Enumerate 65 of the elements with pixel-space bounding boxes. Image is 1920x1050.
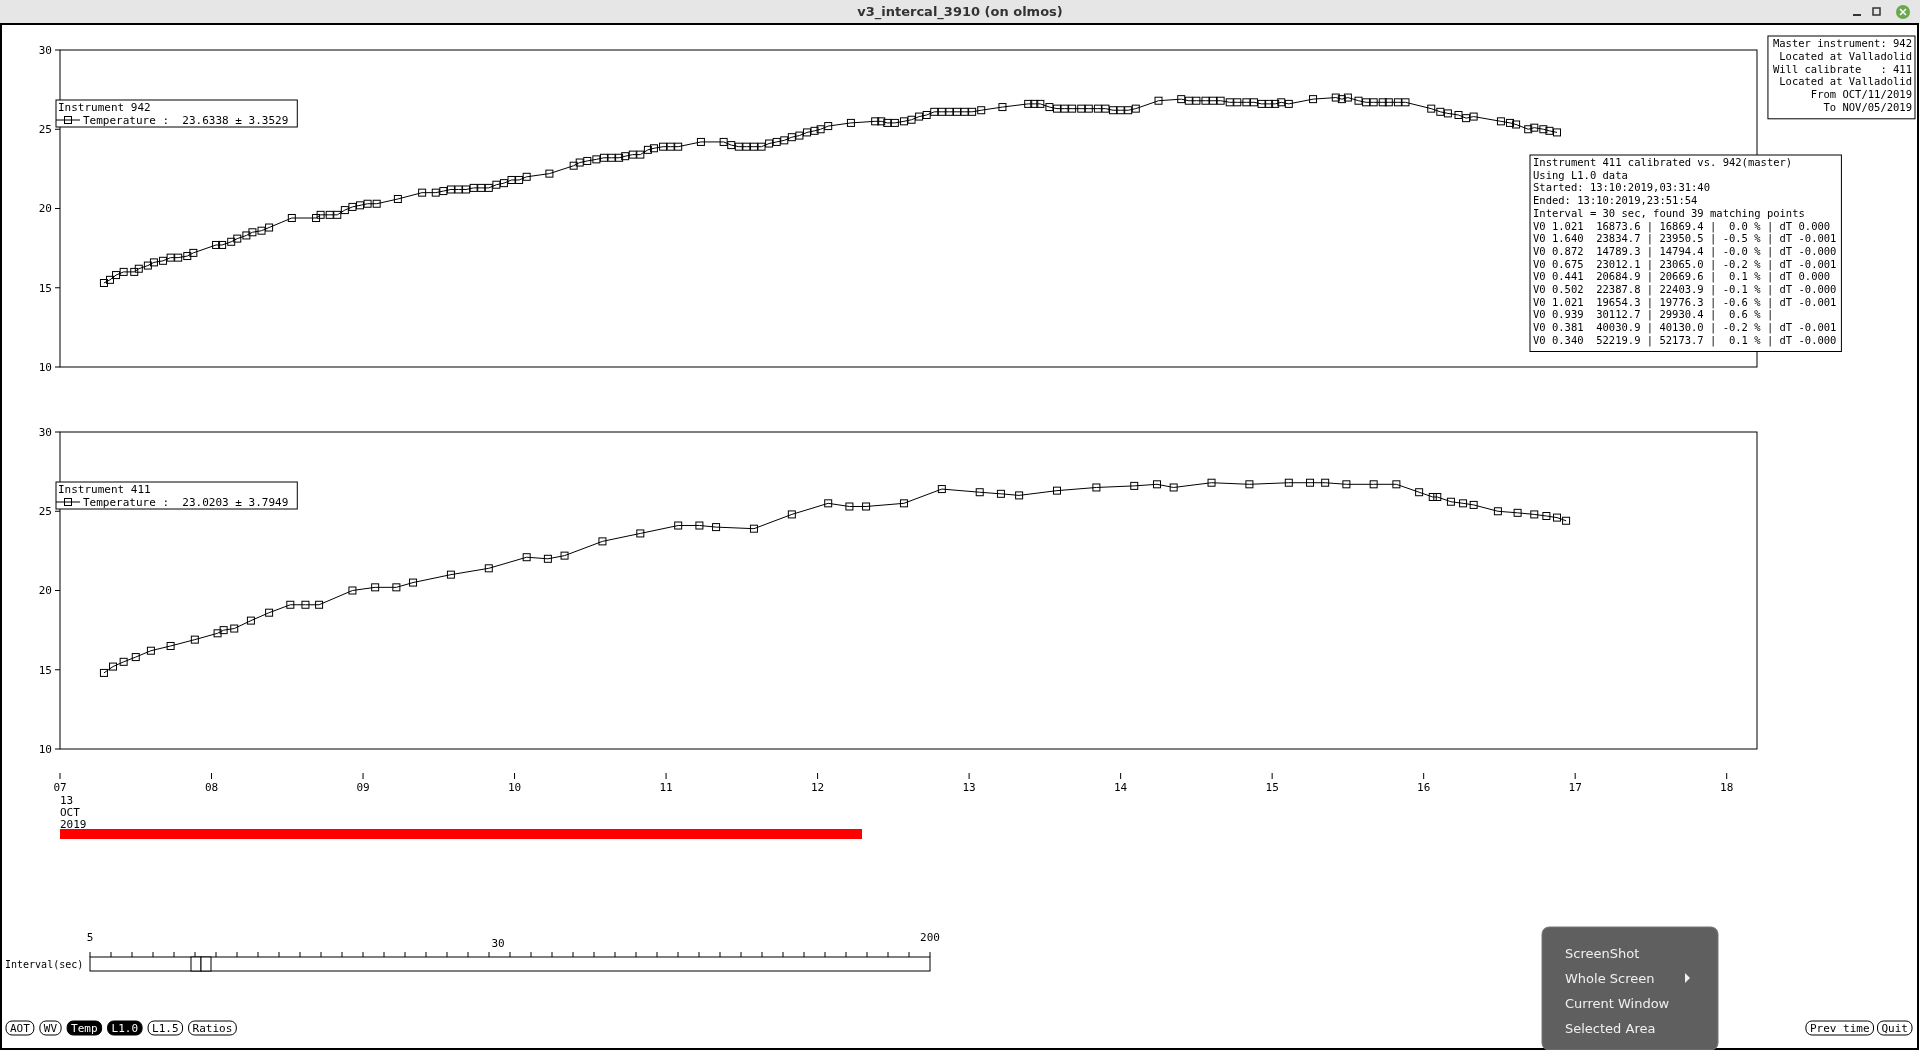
annotation: V0 0.502 22387.8 | 22403.9 | -0.1 % | dT -0.000 [1533,283,1837,296]
annotation: Ended: 13:10:2019,23:51:54 [1533,194,1698,207]
text: Will calibrate : 411 [1772,62,1912,75]
legend-label: Temperature : 23.0203 ± 3.7949 [83,495,289,509]
legend-title: Instrument 411 [58,483,151,496]
annotation: V0 1.021 16873.6 | 16869.4 | 0.0 % | dT 0.000 [1533,219,1831,233]
text: L1.0 [111,1022,139,1035]
text: 200 [920,931,940,944]
x-tick-label: 11 [659,781,673,794]
y-tick-label: 10 [38,742,52,756]
annotation: Instrument 411 calibrated vs. 942(master) [1533,156,1793,168]
x-tick-label: 07 [53,781,67,794]
text: Located at Valladolid [1779,75,1912,88]
annotation: V0 0.675 23012.1 | 23065.0 | -0.2 % | dT -0.001 [1533,257,1837,271]
text: L1.5 [152,1022,179,1035]
text: Master instrument: 942 [1772,37,1912,49]
y-tick-label: 30 [38,43,52,57]
y-tick-label: 25 [38,505,52,519]
text: ScreenShot [1565,946,1640,961]
y-tick-label: 10 [38,360,52,374]
annotation: V0 1.021 19654.3 | 19776.3 | -0.6 % | dT -0.001 [1533,295,1837,309]
y-tick-label: 25 [38,123,52,137]
x-tick-label: 14 [1114,781,1128,794]
text: Ratios [192,1022,233,1035]
text: From OCT/11/2019 [1810,88,1912,101]
text: To NOV/05/2019 [1823,101,1912,113]
annotation: Interval = 30 sec, found 39 matching points [1533,206,1805,219]
text: Selected Area [1565,1021,1656,1036]
text: WV [43,1022,58,1035]
text: Current Window [1565,996,1670,1011]
text: Prev time [1809,1022,1870,1035]
y-tick-label: 30 [38,425,52,439]
chart-title: v3_intercal_3910 (on olmos) [857,4,1063,20]
y-tick-label: 15 [38,281,52,295]
text: Interval(sec) [5,959,84,970]
annotation: V0 1.640 23834.7 | 23950.5 | -0.5 % | dT -0.001 [1533,232,1837,246]
x-axis-title: 13 OCT 2019 [60,794,87,831]
annotation: Using L1.0 data [1533,168,1628,181]
text: AOT [10,1022,31,1035]
x-tick-label: 09 [356,781,370,794]
x-tick-label: 13 [962,781,976,794]
annotation: V0 0.340 52219.9 | 52173.7 | 0.1 % | dT -0.000 [1533,333,1837,347]
x-tick-label: 10 [507,781,522,794]
text: Temp [71,1022,98,1035]
annotation: V0 0.939 30112.7 | 29930.4 | 0.6 % | [1533,308,1774,322]
y-tick-label: 20 [38,202,52,216]
text: Located at Valladolid [1779,49,1912,62]
x-tick-label: 17 [1568,781,1582,794]
x-tick-label: 16 [1417,781,1431,794]
x-tick-label: 15 [1265,781,1279,794]
legend-title: Instrument 942 [58,101,151,114]
x-tick-label: 08 [204,781,219,794]
annotation: Started: 13:10:2019,03:31:40 [1533,181,1711,194]
text: 5 [86,931,94,944]
y-tick-label: 20 [38,584,52,598]
text: Whole Screen [1565,971,1655,986]
text: Quit [1881,1022,1909,1035]
annotation: V0 0.381 40030.9 | 40130.0 | -0.2 % | dT -0.001 [1533,321,1837,335]
x-tick-label: 12 [810,781,825,794]
legend-label: Temperature : 23.6338 ± 3.3529 [83,113,289,127]
x-tick-label: 18 [1720,781,1734,794]
annotation: V0 0.872 14789.3 | 14794.4 | -0.0 % | dT -0.000 [1533,244,1837,258]
text: 30 [491,937,505,950]
annotation: V0 0.441 20684.9 | 20669.6 | 0.1 % | dT 0.000 [1533,270,1831,284]
y-tick-label: 15 [38,663,52,677]
